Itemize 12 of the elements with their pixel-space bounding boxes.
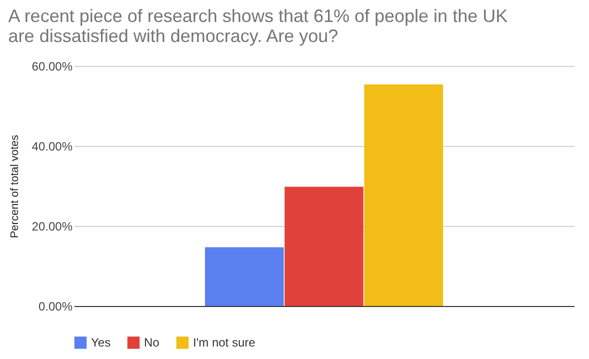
y-tick-label: 0.00% bbox=[38, 300, 73, 314]
legend-label: No bbox=[144, 336, 160, 350]
legend-label: Yes bbox=[91, 336, 111, 350]
y-tick-label: 20.00% bbox=[32, 220, 73, 234]
bar bbox=[364, 84, 444, 306]
bar bbox=[204, 247, 284, 306]
y-tick-label: 60.00% bbox=[32, 60, 73, 74]
bar bbox=[284, 186, 364, 306]
legend-label: I'm not sure bbox=[193, 336, 256, 350]
y-axis-title: Percent of total votes bbox=[8, 134, 21, 238]
y-tick-label: 40.00% bbox=[32, 140, 73, 154]
chart-title: A recent piece of research shows that 61% of people in the UK are dissatisfied with democracy. Are you? bbox=[8, 6, 508, 46]
